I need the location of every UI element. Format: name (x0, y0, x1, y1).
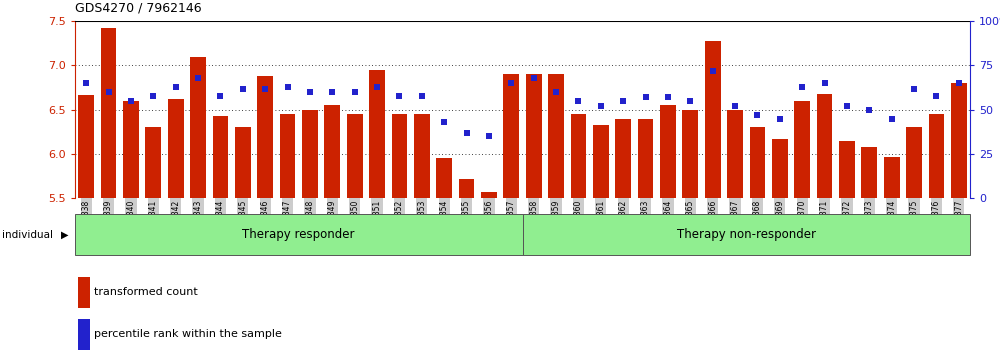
Bar (705, 41, 721, 198)
Bar (436, 159, 452, 198)
Bar (75, 214, 522, 255)
Point (526, 75, 542, 81)
Bar (660, 105, 676, 198)
Point (772, 116, 788, 121)
Bar (481, 192, 497, 198)
Point (593, 103, 609, 109)
Text: Therapy responder: Therapy responder (242, 228, 355, 241)
Text: individual: individual (2, 229, 53, 240)
Point (481, 133, 497, 139)
Text: transformed count: transformed count (94, 287, 198, 297)
Bar (190, 57, 206, 198)
Bar (727, 110, 743, 198)
Point (906, 86, 922, 91)
Text: GDS4270 / 7962146: GDS4270 / 7962146 (75, 2, 202, 15)
Point (78, 80, 94, 86)
Text: Therapy non-responder: Therapy non-responder (677, 228, 816, 241)
Point (794, 84, 810, 90)
Point (302, 89, 318, 95)
Point (951, 80, 967, 86)
Point (615, 98, 631, 104)
Point (459, 130, 475, 136)
Bar (168, 99, 184, 198)
Bar (929, 114, 944, 198)
Bar (682, 110, 698, 198)
Bar (638, 119, 653, 198)
Point (369, 84, 385, 90)
Point (727, 103, 743, 109)
Bar (414, 114, 430, 198)
Point (235, 86, 251, 91)
Bar (884, 157, 900, 198)
Bar (951, 83, 967, 198)
Point (324, 89, 340, 95)
Point (280, 84, 296, 90)
Bar (302, 110, 318, 198)
Point (436, 119, 452, 125)
Bar (906, 127, 922, 198)
Bar (548, 74, 564, 198)
Point (503, 80, 519, 86)
Bar (235, 127, 251, 198)
Bar (257, 76, 273, 198)
Point (839, 103, 855, 109)
Bar (750, 127, 765, 198)
Bar (213, 116, 228, 198)
Bar (817, 94, 832, 198)
Bar (526, 74, 542, 198)
Point (548, 89, 564, 95)
Point (928, 93, 944, 98)
Bar (78, 319, 90, 350)
Point (257, 86, 273, 91)
Point (817, 80, 833, 86)
Bar (101, 28, 116, 198)
Bar (571, 114, 586, 198)
Point (145, 93, 161, 98)
Bar (459, 179, 474, 198)
Bar (503, 74, 519, 198)
Point (749, 112, 765, 118)
Point (414, 93, 430, 98)
Point (682, 98, 698, 104)
Point (391, 93, 407, 98)
Point (705, 68, 721, 74)
Point (347, 89, 363, 95)
Point (861, 107, 877, 113)
Bar (78, 277, 90, 308)
Bar (369, 70, 385, 198)
Bar (839, 141, 855, 198)
Point (884, 116, 900, 121)
Point (660, 95, 676, 100)
Text: percentile rank within the sample: percentile rank within the sample (94, 329, 282, 339)
Point (168, 84, 184, 90)
Bar (861, 147, 877, 198)
Bar (145, 127, 161, 198)
Point (190, 75, 206, 81)
Bar (772, 139, 788, 198)
Point (212, 93, 228, 98)
Bar (347, 114, 363, 198)
Point (101, 89, 117, 95)
Point (123, 98, 139, 104)
Bar (392, 114, 407, 198)
Bar (593, 125, 609, 198)
Bar (78, 95, 94, 198)
Bar (280, 114, 295, 198)
Bar (522, 214, 970, 255)
Text: ▶: ▶ (60, 229, 68, 240)
Bar (123, 101, 139, 198)
Bar (324, 105, 340, 198)
Bar (615, 119, 631, 198)
Point (570, 98, 586, 104)
Bar (794, 101, 810, 198)
Point (638, 95, 654, 100)
